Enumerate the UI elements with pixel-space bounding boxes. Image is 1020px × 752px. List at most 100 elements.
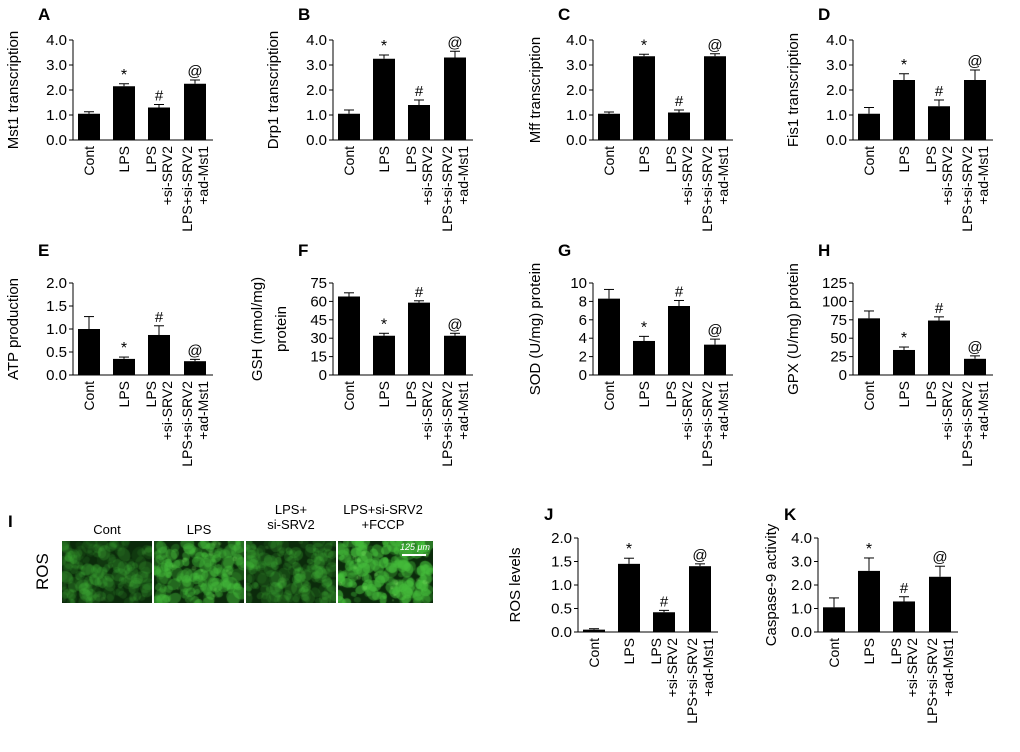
y-tick-label-j: 0.5 [551,601,572,618]
bar-c-1 [598,113,620,140]
category-label-b-4: LPS+si-SRV2+ad-Mst1 [439,146,471,232]
micrograph-lps [154,541,244,603]
y-axis-label-b: Drp1 transcription [265,31,282,149]
y-axis-label-a: Mst1 transcription [5,31,22,149]
micrograph-texture [338,541,433,603]
y-tick-label-a: 3.0 [46,57,67,74]
bar-j-1 [583,629,605,632]
bar-d-3 [928,106,950,140]
y-axis-label-e: ATP production [5,278,22,380]
micrograph-label-lps: LPS [186,522,212,537]
y-tick-label-g: 10 [570,275,587,292]
y-axis-label-j: ROS levels [507,547,524,622]
significance-mark-k-4: @ [932,549,947,566]
y-tick-label-g: 8 [579,293,587,310]
bar-h-1 [858,318,880,375]
category-label-k-2: LPS [861,638,877,664]
category-label-j-4: LPS+si-SRV2+ad-Mst1 [684,638,716,724]
category-label-a-2: LPS [116,146,132,172]
panel-e: E ATP production 0.0 0.5 1.0 1.5 2.0 Cont * LPS # L… [5,241,213,467]
category-label-h-3: LPS+si-SRV2 [923,381,955,440]
category-label-k-3: LPS+si-SRV2 [888,638,920,697]
micrograph-cont [62,541,152,603]
bar-g-2 [633,340,655,375]
micrograph-label-lps-si-srv2-fccp: LPS+si-SRV2 +FCCP [343,502,423,532]
y-tick-label-k: 1.0 [791,601,812,618]
y-tick-label-a: 2.0 [46,82,67,99]
category-label-h-2: LPS [896,381,912,407]
significance-mark-e-2: * [121,340,127,357]
category-label-c-2: LPS [636,146,652,172]
panel-letter-i: I [8,512,13,531]
y-tick-label-d: 2.0 [826,82,847,99]
panel-letter-d: D [818,5,830,24]
bar-e-1 [78,329,100,375]
significance-mark-k-2: * [866,541,872,558]
panel-d: D Fis1 transcription 0.0 1.0 2.0 3.0 4.0 Cont * L… [785,5,993,232]
y-tick-label-b: 0.0 [306,132,327,149]
significance-mark-d-4: @ [967,53,982,70]
category-label-f-3: LPS+si-SRV2 [403,381,435,440]
bar-g-1 [598,298,620,375]
bar-c-2 [633,56,655,140]
category-label-d-4: LPS+si-SRV2+ad-Mst1 [959,146,991,232]
micrograph-label-cont: Cont [93,522,121,537]
category-label-e-4: LPS+si-SRV2+ad-Mst1 [179,381,211,467]
significance-mark-b-3: # [415,83,424,100]
y-tick-label-j: 1.0 [551,577,572,594]
y-tick-label-a: 0.0 [46,132,67,149]
y-tick-label-g: 6 [579,312,587,329]
bar-b-2 [373,58,395,140]
significance-mark-f-3: # [415,284,424,301]
significance-mark-e-4: @ [187,342,202,359]
significance-mark-c-4: @ [707,37,722,54]
significance-mark-h-2: * [901,330,907,347]
category-label-k-1: Cont [826,638,842,668]
bar-b-1 [338,113,360,140]
y-tick-label-f: 45 [310,312,327,329]
y-tick-label-k: 0.0 [791,624,812,641]
significance-mark-e-3: # [155,309,164,326]
bar-d-1 [858,113,880,140]
significance-mark-g-2: * [641,319,647,336]
bar-e-4 [184,361,206,375]
scale-bar-label: 125 μm [400,542,430,552]
panel-letter-b: B [298,5,310,24]
category-label-a-3: LPS+si-SRV2 [143,146,175,205]
bar-a-2 [113,86,135,140]
category-label-c-4: LPS+si-SRV2+ad-Mst1 [699,146,731,232]
category-label-d-3: LPS+si-SRV2 [923,146,955,205]
y-tick-label-g: 4 [579,330,587,347]
significance-mark-a-2: * [121,67,127,84]
micrograph-texture [246,541,336,603]
bar-j-4 [689,566,711,632]
y-tick-label-c: 0.0 [566,132,587,149]
bar-c-3 [668,112,690,140]
bar-d-2 [893,80,915,140]
significance-mark-k-3: # [900,580,909,597]
y-tick-label-k: 4.0 [791,530,812,547]
significance-mark-b-4: @ [447,34,462,51]
y-tick-label-j: 0.0 [551,624,572,641]
significance-mark-a-3: # [155,88,164,105]
y-axis-label-k: Caspase-9 activity [763,523,780,646]
significance-mark-d-2: * [901,57,907,74]
category-label-b-2: LPS [376,146,392,172]
significance-mark-c-2: * [641,37,647,54]
significance-mark-h-4: @ [967,339,982,356]
y-tick-label-b: 3.0 [306,57,327,74]
y-tick-label-h: 125 [822,275,847,292]
bar-j-2 [618,563,640,632]
category-label-g-1: Cont [601,381,617,411]
y-tick-label-a: 1.0 [46,107,67,124]
panel-letter-h: H [818,241,830,260]
significance-mark-f-2: * [381,316,387,333]
y-tick-label-f: 15 [310,349,327,366]
category-label-a-1: Cont [81,146,97,176]
panel-letter-k: K [784,505,797,524]
significance-mark-f-4: @ [447,316,462,333]
